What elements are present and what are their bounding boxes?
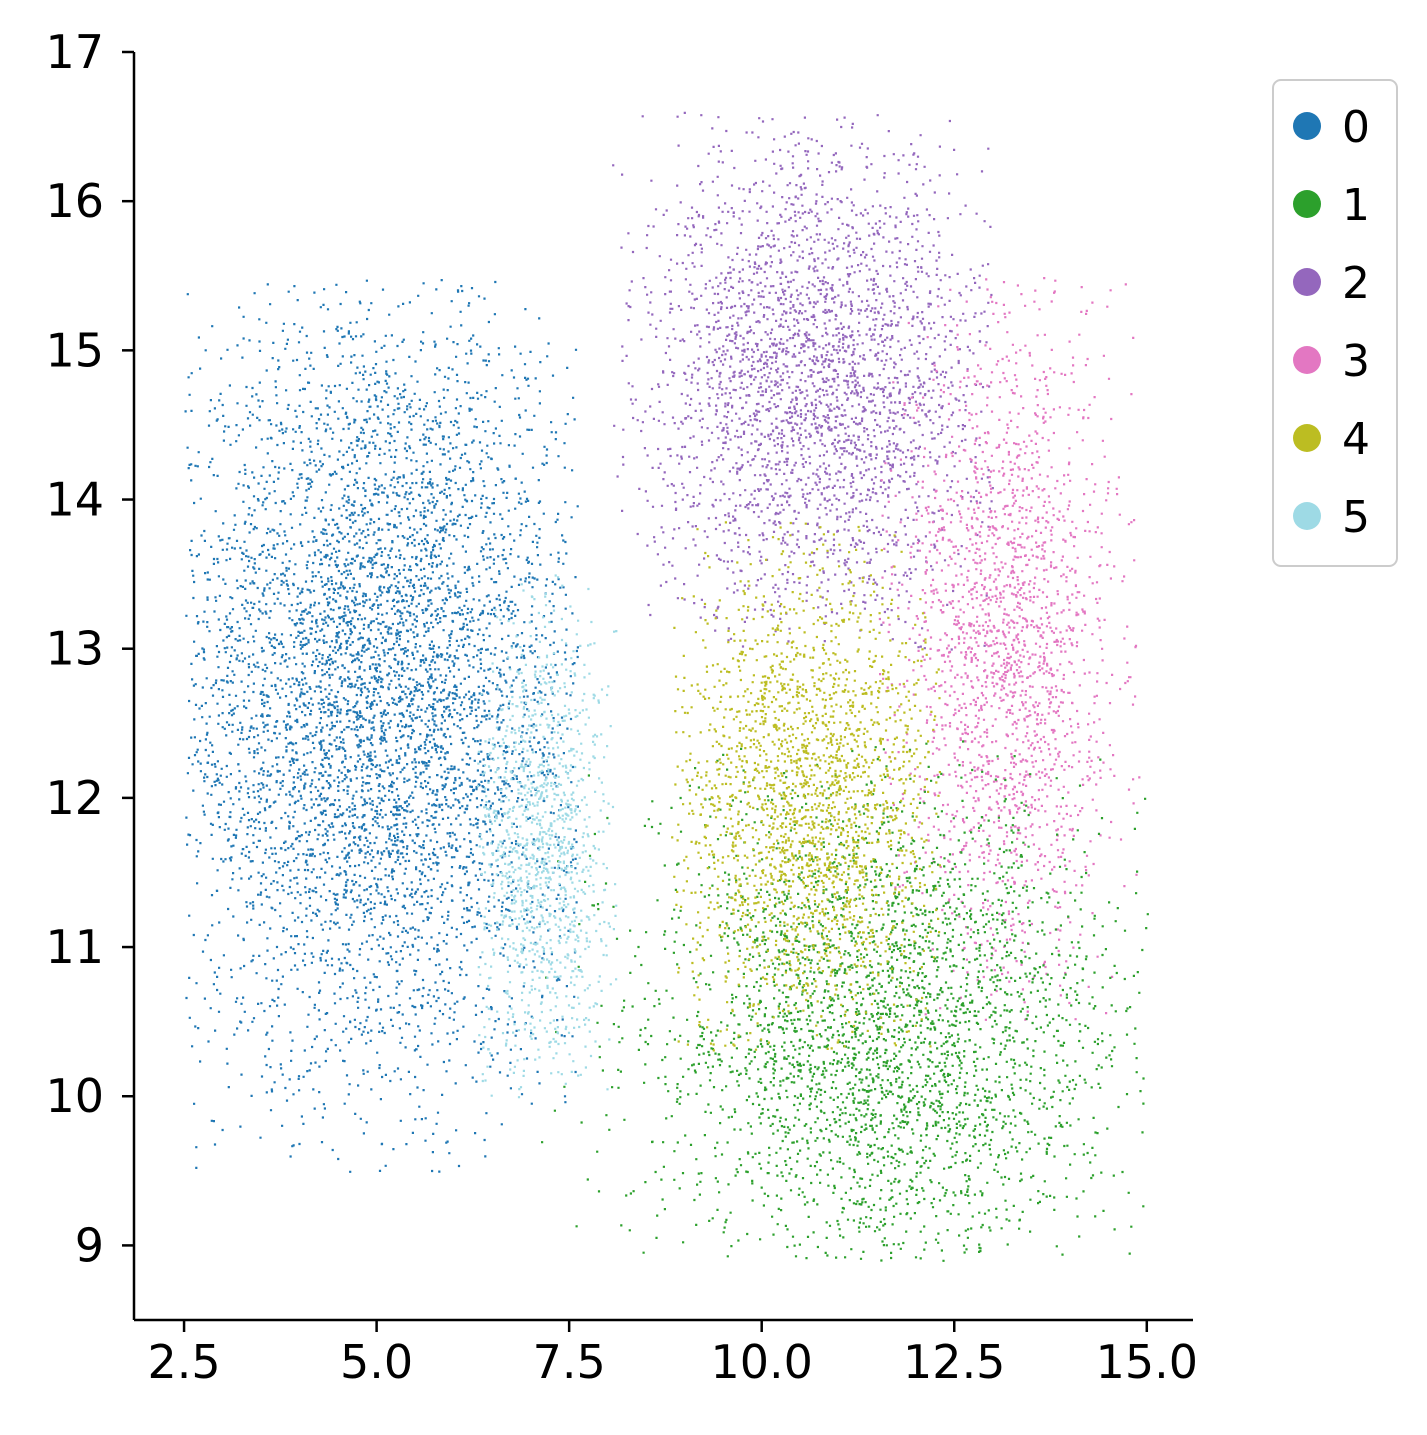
y-tick-label: 15 xyxy=(45,323,104,377)
series-1-marker-cloud xyxy=(541,740,1149,1262)
legend-marker-4 xyxy=(1293,424,1321,452)
x-tick-label: 7.5 xyxy=(533,1335,606,1389)
legend-marker-3 xyxy=(1293,346,1321,374)
y-tick-label: 16 xyxy=(45,174,104,228)
y-tick-label: 10 xyxy=(45,1069,104,1123)
legend-label-2: 2 xyxy=(1342,258,1370,309)
legend-marker-0 xyxy=(1293,112,1321,140)
legend-label-5: 5 xyxy=(1342,492,1370,543)
y-tick-label: 11 xyxy=(45,920,104,974)
y-tick-label: 12 xyxy=(45,771,104,825)
legend: 0 1 2 3 4 5 xyxy=(1272,79,1398,567)
x-tick-label: 15.0 xyxy=(1096,1335,1198,1389)
x-tick-label: 2.5 xyxy=(147,1335,220,1389)
scatter-points xyxy=(184,111,1149,1262)
x-tick-label: 5.0 xyxy=(340,1335,413,1389)
y-tick-label: 9 xyxy=(75,1218,104,1272)
series-5-marker-cloud xyxy=(476,574,618,1099)
y-axis-ticks: 9 10 11 12 13 14 15 16 17 xyxy=(45,25,134,1272)
y-tick-label: 13 xyxy=(45,622,104,676)
series-4-marker-cloud xyxy=(671,521,941,1052)
y-tick-label: 14 xyxy=(45,473,104,527)
x-tick-label: 10.0 xyxy=(710,1335,812,1389)
legend-marker-1 xyxy=(1293,190,1321,218)
series-1-points xyxy=(541,740,1149,1262)
x-axis-ticks: 2.5 5.0 7.5 10.0 12.5 15.0 xyxy=(147,1320,1198,1389)
legend-label-3: 3 xyxy=(1342,336,1370,387)
legend-marker-2 xyxy=(1293,268,1321,296)
series-0-marker-cloud xyxy=(184,279,579,1173)
legend-label-4: 4 xyxy=(1342,414,1370,465)
legend-label-1: 1 xyxy=(1342,180,1370,231)
y-tick-label: 17 xyxy=(45,25,104,79)
x-tick-label: 12.5 xyxy=(903,1335,1005,1389)
legend-frame xyxy=(1272,79,1398,567)
series-4-points xyxy=(671,521,941,1052)
legend-marker-5 xyxy=(1293,502,1321,530)
legend-label-0: 0 xyxy=(1342,102,1370,153)
series-5-points xyxy=(476,574,618,1099)
series-0-points xyxy=(184,279,579,1173)
